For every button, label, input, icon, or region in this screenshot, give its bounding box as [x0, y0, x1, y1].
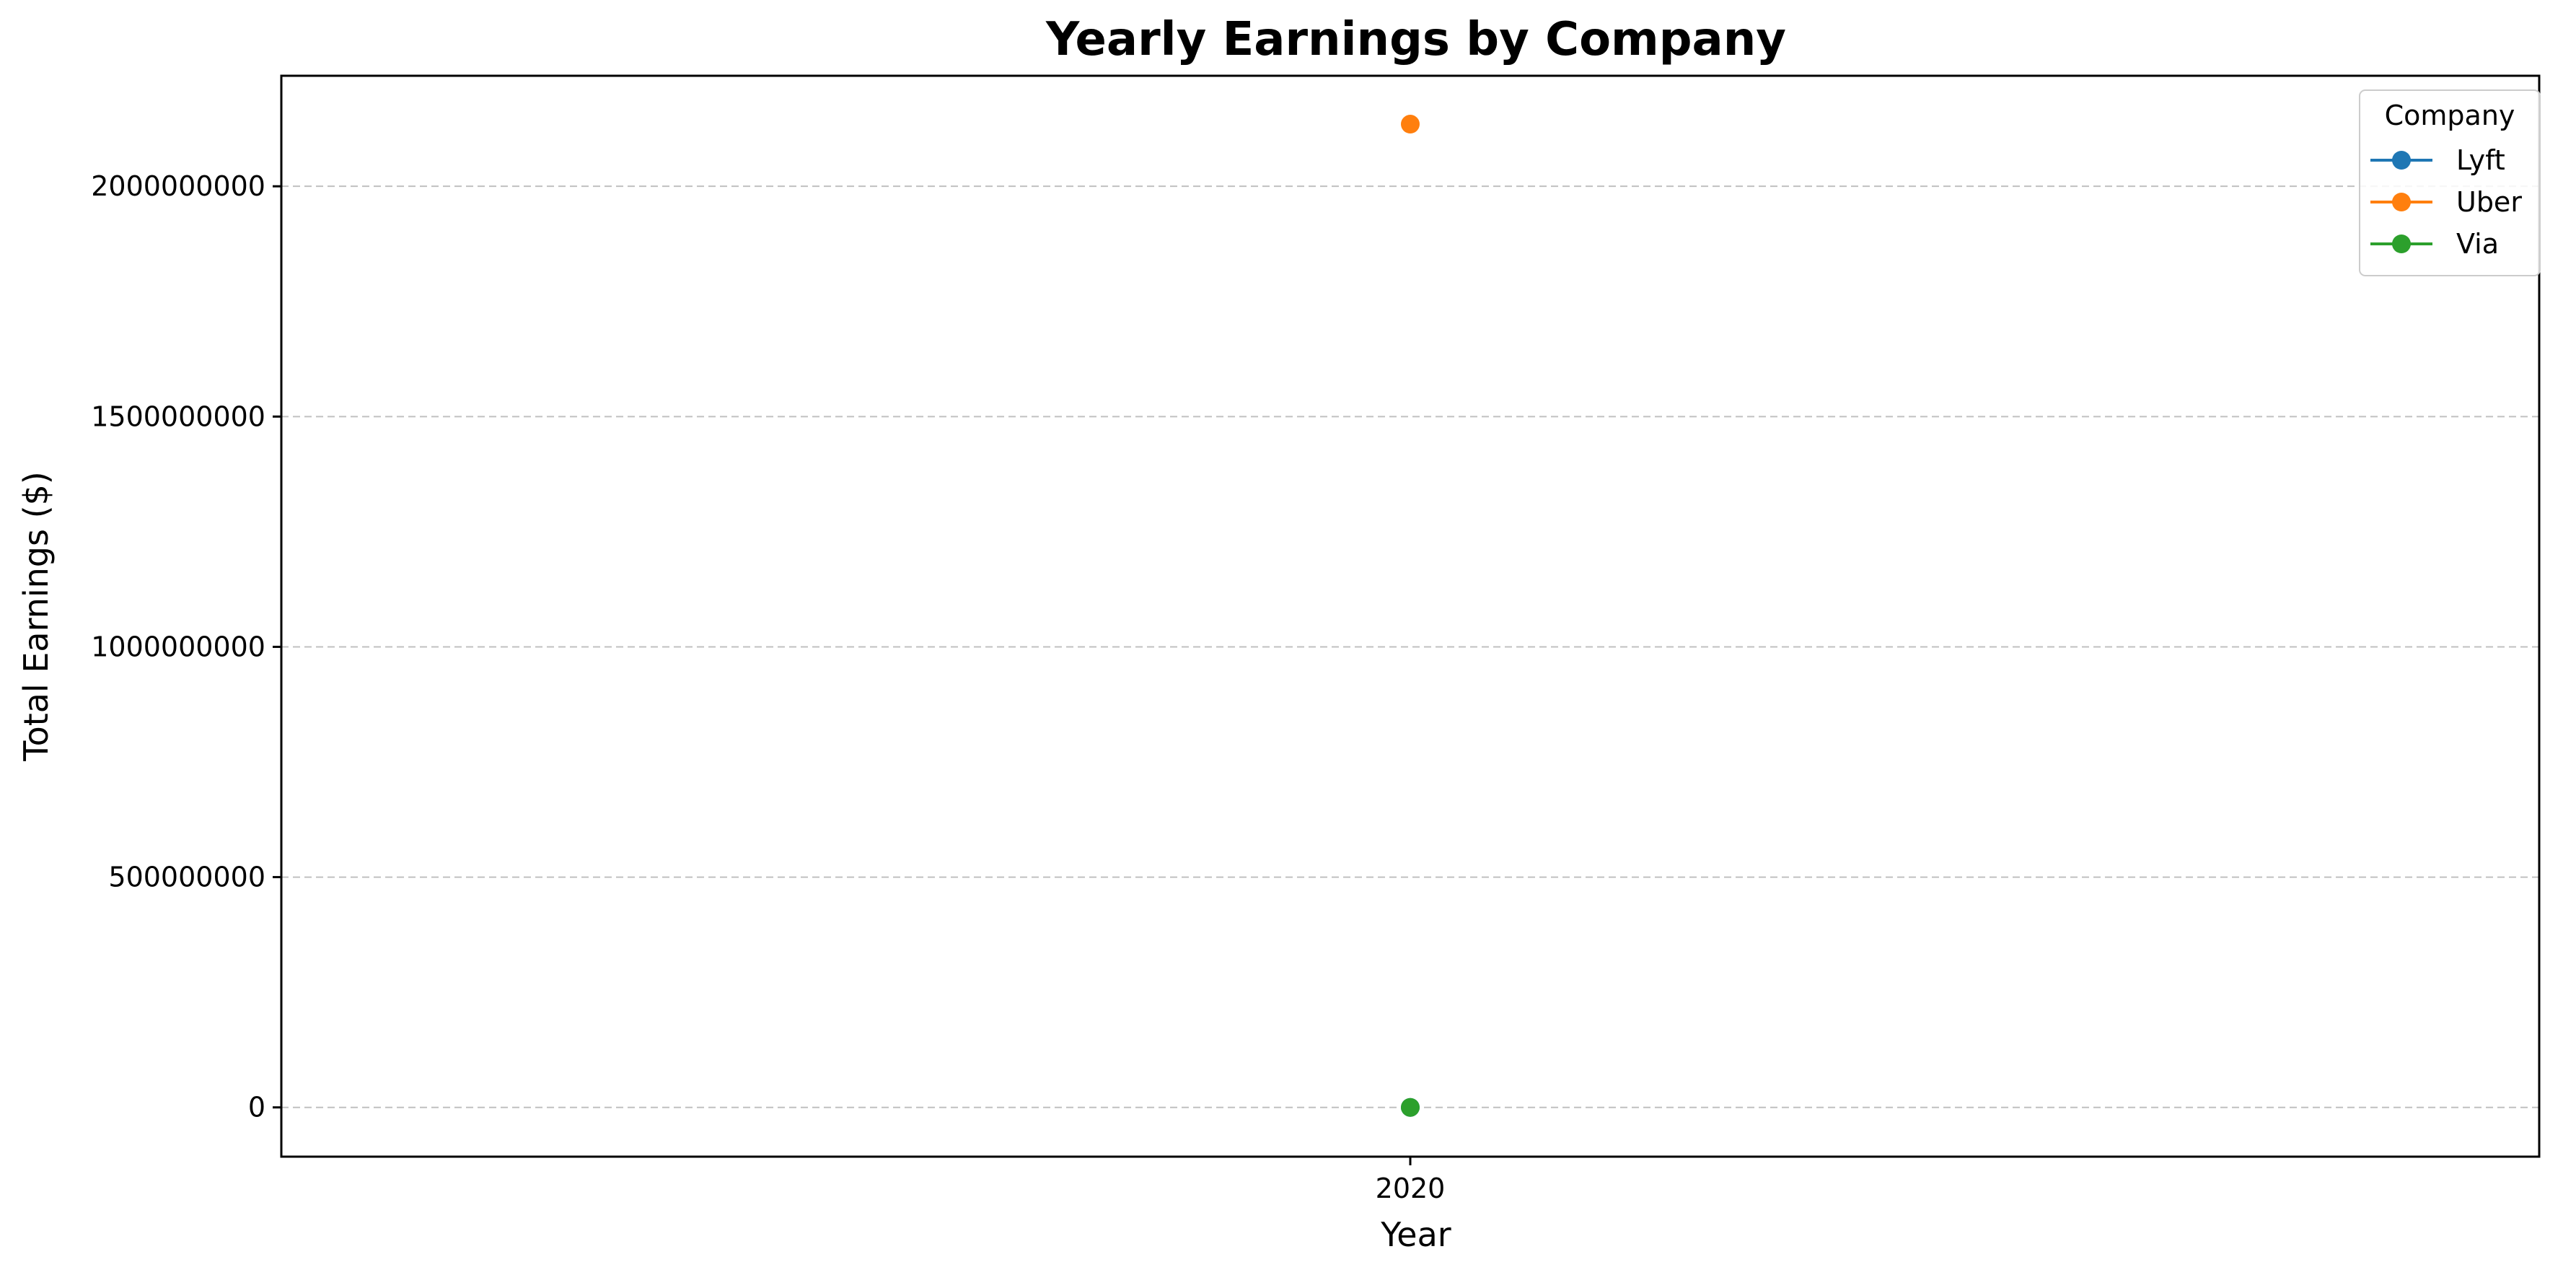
legend-label-via: Via — [2456, 228, 2499, 260]
legend-marker-via — [2392, 235, 2411, 253]
y-tick-label: 1500000000 — [91, 400, 265, 432]
legend-marker-lyft — [2392, 151, 2411, 170]
y-tick-label: 500000000 — [108, 862, 265, 893]
legend-box — [2359, 89, 2541, 276]
plot-series — [1401, 115, 1420, 1117]
y-tick-label: 1000000000 — [91, 631, 265, 662]
x-axis-ticks: 2020 — [1376, 1157, 1446, 1204]
series-via — [1401, 1097, 1420, 1117]
legend-label-lyft: Lyft — [2456, 144, 2505, 176]
legend-label-uber: Uber — [2456, 186, 2522, 218]
legend-title: Company — [2385, 100, 2515, 131]
legend-item-lyft[interactable]: Lyft — [2370, 144, 2505, 176]
series-uber — [1401, 115, 1420, 134]
data-point-uber — [1401, 115, 1420, 134]
legend[interactable]: Company Lyft Uber Via — [2359, 89, 2541, 276]
legend-marker-uber — [2392, 193, 2411, 211]
data-point-via — [1401, 1097, 1420, 1117]
y-axis-label: Total Earnings ($) — [17, 471, 56, 761]
legend-item-via[interactable]: Via — [2370, 228, 2499, 260]
legend-items: Lyft Uber Via — [2370, 144, 2522, 260]
grid-lines — [281, 185, 2539, 1108]
x-tick-label: 2020 — [1376, 1173, 1446, 1204]
x-axis-label: Year — [1380, 1215, 1451, 1254]
chart-title: Yearly Earnings by Company — [1045, 13, 1786, 66]
legend-item-uber[interactable]: Uber — [2370, 186, 2522, 218]
y-tick-label: 0 — [248, 1092, 265, 1123]
y-axis-ticks: 0 500000000 1000000000 1500000000 2000000000 — [91, 170, 281, 1123]
y-tick-label: 2000000000 — [91, 170, 265, 202]
